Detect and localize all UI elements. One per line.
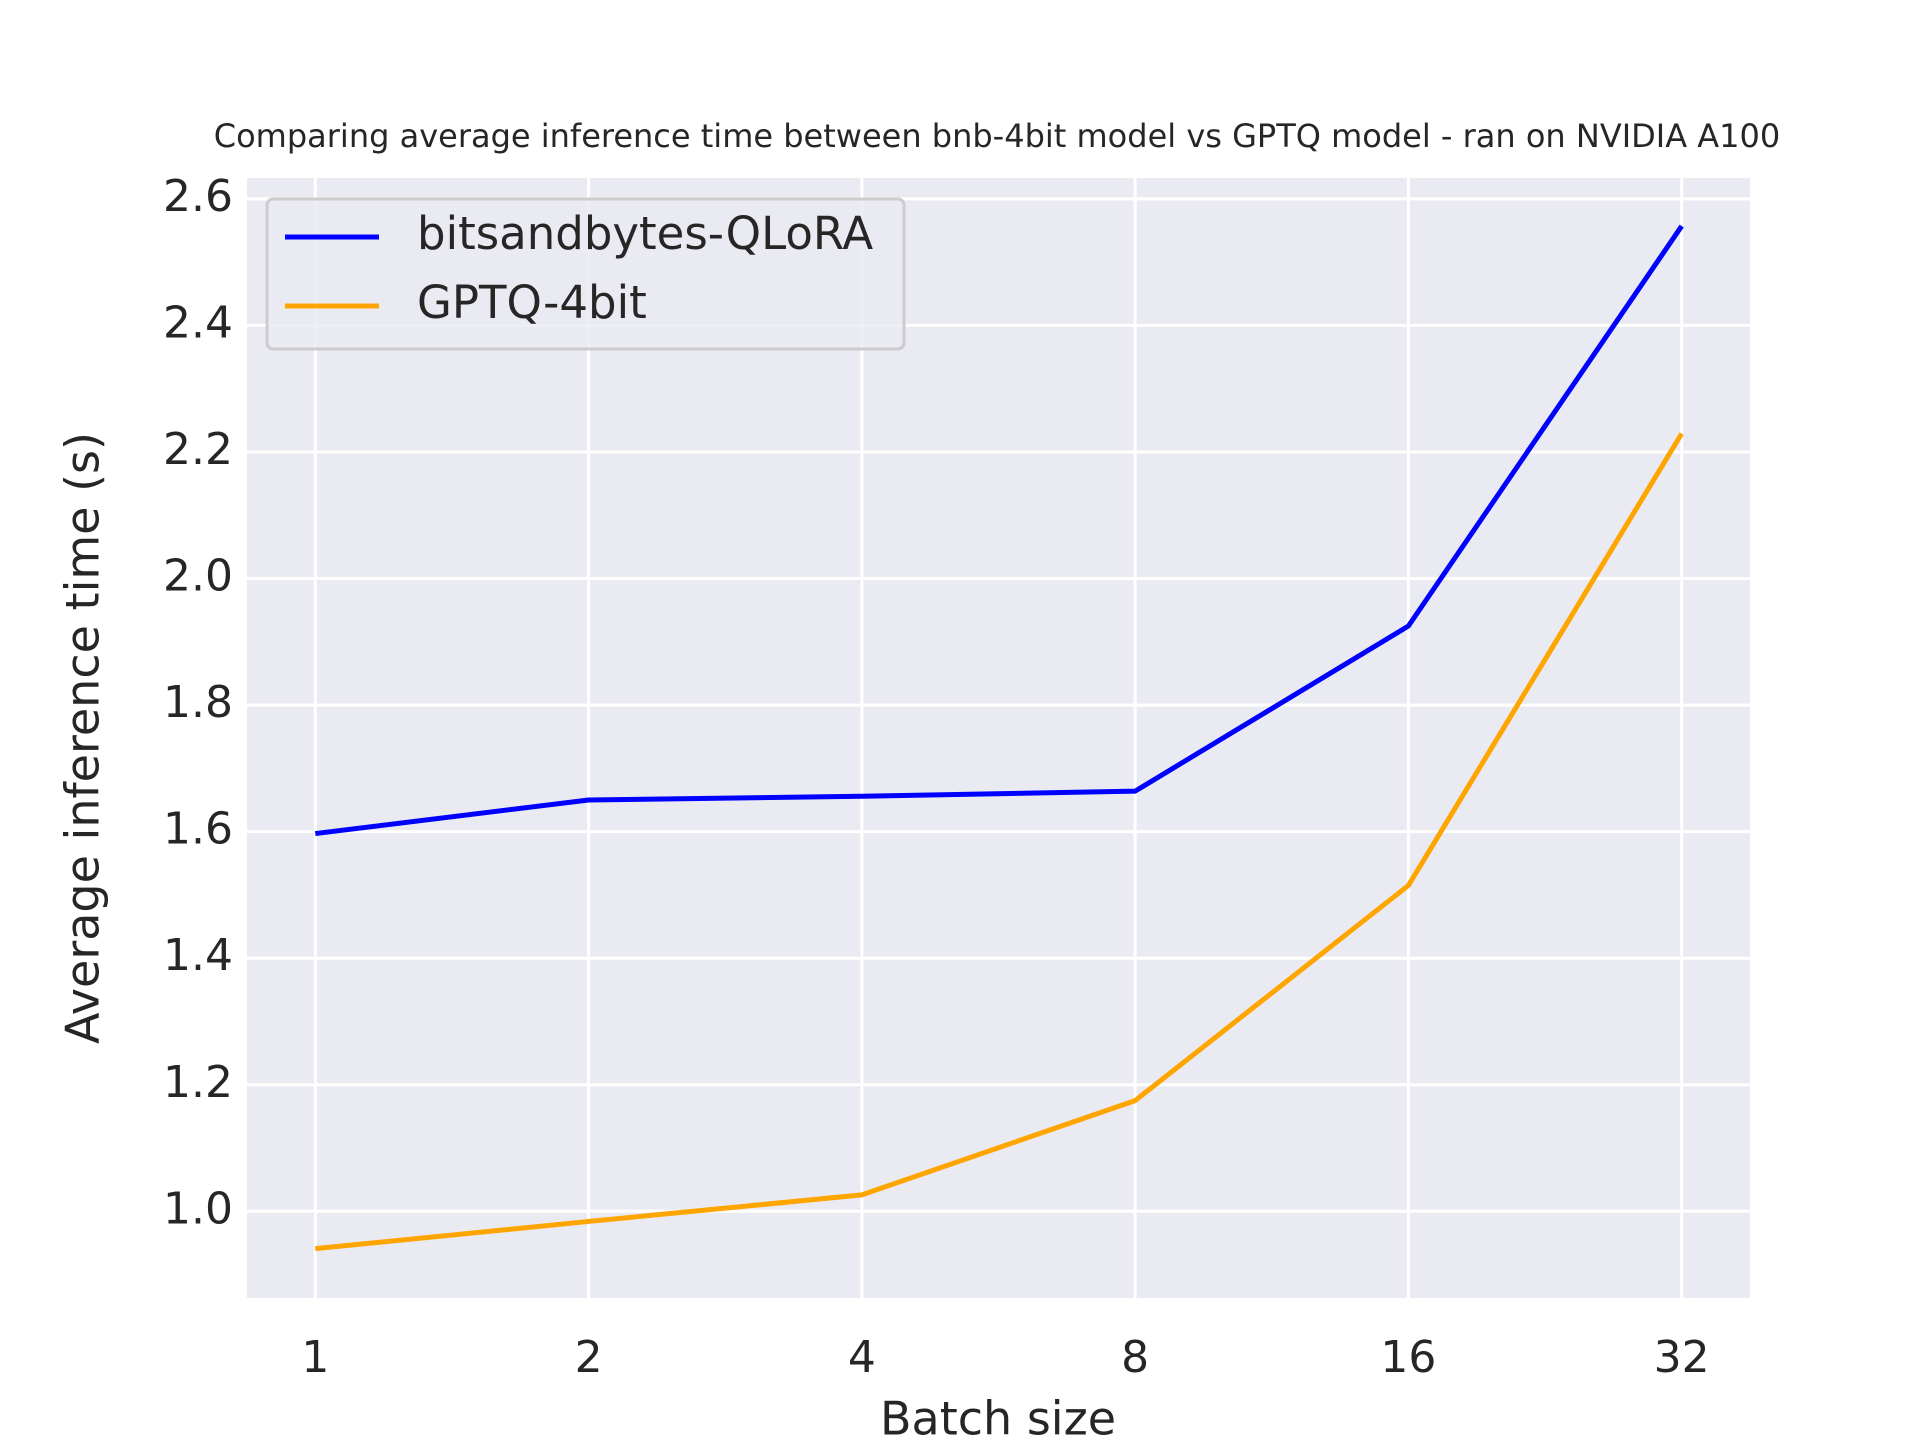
data-line bbox=[315, 432, 1684, 1252]
y-tick-label: 1.4 bbox=[163, 930, 233, 981]
x-tick-label: 4 bbox=[848, 1332, 876, 1383]
x-tick-label: 32 bbox=[1654, 1332, 1710, 1383]
y-tick-label: 1.0 bbox=[163, 1183, 233, 1234]
legend-label: bitsandbytes-QLoRA bbox=[417, 207, 873, 260]
y-tick-label: 2.0 bbox=[163, 551, 233, 602]
x-tick-label: 16 bbox=[1380, 1332, 1436, 1383]
x-tick-label: 1 bbox=[301, 1332, 329, 1383]
y-tick-label: 1.6 bbox=[163, 804, 233, 855]
y-tick-label: 1.2 bbox=[163, 1057, 233, 1108]
y-tick-label: 2.6 bbox=[163, 171, 233, 222]
x-axis-label: Batch size bbox=[880, 1392, 1116, 1440]
data-line bbox=[315, 224, 1684, 837]
chart-title: Comparing average inference time between… bbox=[214, 117, 1781, 155]
y-axis-label: Average inference time (s) bbox=[56, 432, 110, 1044]
y-tick-label: 2.4 bbox=[163, 297, 233, 348]
x-tick-label: 2 bbox=[575, 1332, 603, 1383]
y-tick-label: 2.2 bbox=[163, 424, 233, 475]
x-tick-label: 8 bbox=[1121, 1332, 1149, 1383]
legend-box bbox=[265, 197, 906, 351]
y-tick-label: 1.8 bbox=[163, 677, 233, 728]
legend-label: GPTQ-4bit bbox=[417, 276, 647, 329]
